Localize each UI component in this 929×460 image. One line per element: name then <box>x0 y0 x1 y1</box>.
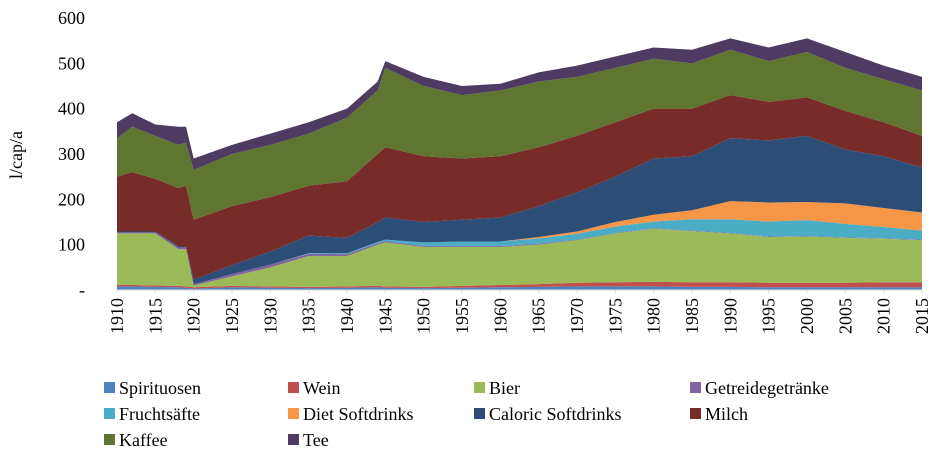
y-axis-label: l/cap/a <box>6 131 26 179</box>
x-tick-label: 1935 <box>299 298 319 334</box>
legend-label: Fruchtsäfte <box>119 404 200 424</box>
area <box>117 38 922 170</box>
x-tick-label: 2000 <box>797 298 817 334</box>
legend-swatch <box>474 382 485 393</box>
area <box>117 95 922 280</box>
area <box>117 281 922 289</box>
y-tick-label: 100 <box>58 235 85 255</box>
x-tick-label: 1920 <box>184 298 204 334</box>
x-tick-label: 1915 <box>145 298 165 334</box>
x-tick-label: 1960 <box>490 298 510 334</box>
legend-label: Wein <box>303 378 341 398</box>
area <box>117 135 922 285</box>
area <box>117 228 922 288</box>
area <box>117 219 922 285</box>
legend-label: Tee <box>303 430 329 450</box>
legend-label: Spirituosen <box>119 378 201 398</box>
x-tick-label: 1985 <box>682 298 702 334</box>
legend-label: Caloric Softdrinks <box>489 404 622 424</box>
area <box>117 286 922 290</box>
x-tick-label: 1970 <box>567 298 587 334</box>
legend-swatch <box>288 382 299 393</box>
x-tick-label: 1955 <box>452 298 472 334</box>
area <box>117 201 922 285</box>
legend-label: Milch <box>705 404 748 424</box>
x-tick-label: 1975 <box>605 298 625 334</box>
y-tick-label: 600 <box>58 8 85 28</box>
x-tick-label: 1990 <box>720 298 740 334</box>
legend-label: Getreidegetränke <box>705 378 829 398</box>
x-tick-label: 1930 <box>260 298 280 334</box>
x-tick-label: 1950 <box>414 298 434 334</box>
x-tick-label: 1940 <box>337 298 357 334</box>
x-tick-label: 2005 <box>835 298 855 334</box>
x-tick-label: 1965 <box>529 298 549 334</box>
legend-label: Kaffee <box>119 430 168 450</box>
x-tick-label: 2010 <box>874 298 894 334</box>
legend-swatch <box>288 408 299 419</box>
legend-swatch <box>104 434 115 445</box>
legend-label: Bier <box>489 378 520 398</box>
y-tick-label: - <box>79 280 85 300</box>
x-tick-label: 1910 <box>107 298 127 334</box>
legend-label: Diet Softdrinks <box>303 404 414 424</box>
y-tick-label: 500 <box>58 53 85 73</box>
legend-swatch <box>104 408 115 419</box>
legend-swatch <box>690 408 701 419</box>
y-tick-label: 400 <box>58 99 85 119</box>
x-tick-label: 1925 <box>222 298 242 334</box>
area <box>117 49 922 220</box>
x-tick-label: 1945 <box>375 298 395 334</box>
x-tick-label: 1995 <box>759 298 779 334</box>
x-tick-label: 1980 <box>644 298 664 334</box>
legend-swatch <box>104 382 115 393</box>
x-tick-label: 2015 <box>912 298 929 334</box>
legend-swatch <box>690 382 701 393</box>
legend-swatch <box>474 408 485 419</box>
y-tick-label: 300 <box>58 144 85 164</box>
y-tick-label: 200 <box>58 189 85 209</box>
legend-swatch <box>288 434 299 445</box>
